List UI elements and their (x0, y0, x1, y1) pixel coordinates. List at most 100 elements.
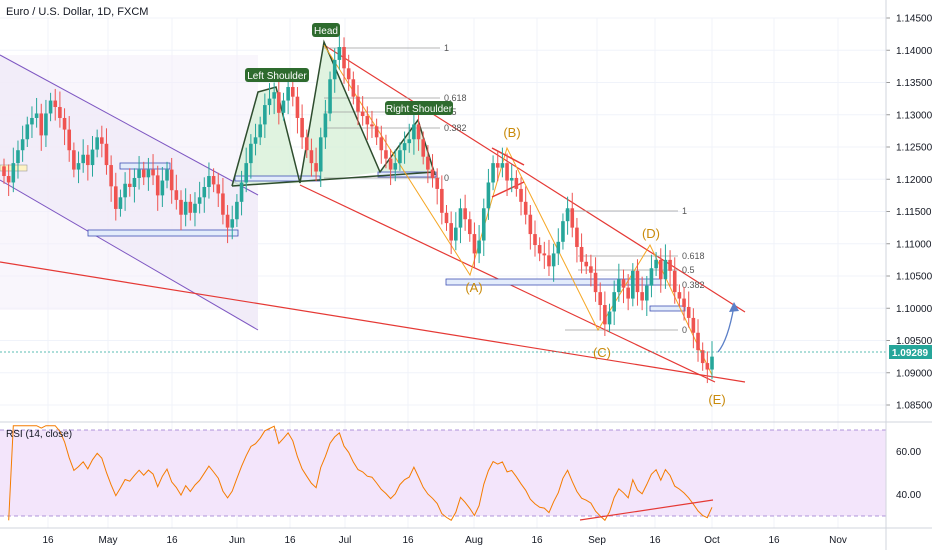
candle-body (277, 92, 281, 113)
fib-d-label: 0.382 (682, 280, 705, 290)
projection-arrow (717, 305, 735, 353)
candle-body (593, 272, 598, 293)
candle-body (598, 292, 603, 306)
candle-body (197, 197, 202, 204)
price-tick-label: 1.09000 (896, 368, 932, 379)
candle-body (612, 292, 616, 312)
fib-d-label: 0.5 (682, 265, 695, 275)
hs-outline (231, 39, 436, 187)
rsi-pane[interactable]: RSI (14, close) 60.00 40.00 (0, 425, 921, 522)
price-tick-label: 1.08500 (896, 401, 932, 412)
candle-body (179, 199, 183, 215)
time-tick-label: Oct (704, 535, 720, 546)
candles (2, 31, 714, 384)
support-box-3 (119, 162, 171, 170)
projection-arrowhead (729, 302, 739, 312)
time-tick-label: 16 (531, 535, 543, 546)
candle-body (165, 169, 169, 181)
candle-body (407, 139, 412, 144)
old-channel-region (0, 55, 258, 310)
candle-body (528, 214, 533, 235)
candle-body (323, 113, 328, 138)
candle-body (34, 113, 39, 118)
candle-body (258, 124, 262, 138)
time-tick-label: May (99, 535, 118, 546)
candle-body (6, 176, 11, 183)
price-tick-label: 1.14500 (896, 14, 932, 25)
candle-body (421, 139, 426, 157)
candle-body (169, 169, 174, 191)
candle-body (318, 137, 323, 172)
candle-body (137, 169, 141, 178)
candle-body (123, 183, 127, 198)
candle-body (39, 113, 44, 136)
support-box-7 (649, 305, 686, 312)
candle-body (700, 350, 705, 364)
candle-body (686, 306, 691, 318)
rsi-tick-label: 60.00 (896, 447, 921, 458)
candle-body (542, 253, 547, 256)
candle-body (346, 68, 351, 80)
candle-body (537, 245, 542, 254)
candle-body (104, 143, 109, 166)
candle-body (495, 163, 500, 168)
candle-body (53, 100, 58, 108)
support-box-4 (234, 175, 321, 182)
candle-body (682, 298, 686, 307)
candle-body (328, 79, 332, 114)
hs-rshoulder-fill (380, 120, 435, 175)
candle-body (644, 285, 649, 301)
rsi-band (0, 430, 886, 516)
price-axis[interactable]: 1.14500 1.14000 1.13500 1.13000 1.12500 1.120… (886, 14, 932, 412)
candle-body (58, 107, 62, 118)
candle-body (90, 149, 95, 166)
candle-body (365, 116, 370, 125)
candle-body (551, 253, 556, 267)
candle-body (11, 163, 16, 183)
candle-body (402, 143, 407, 151)
candle-body (533, 234, 537, 246)
time-tick-label: 16 (166, 535, 178, 546)
candle-body (141, 169, 146, 178)
candle-body (500, 163, 505, 168)
candle-body (351, 79, 356, 97)
price-tick-label: 1.14000 (896, 46, 932, 57)
label-right-shoulder: Right Shoulder (385, 101, 453, 115)
candle-body (426, 156, 430, 170)
candle-body (565, 208, 570, 222)
candle-body (654, 259, 658, 269)
rsi-tick-label: 40.00 (896, 490, 921, 501)
candle-body (663, 259, 668, 280)
time-axis[interactable]: 16 May 16 Jun 16 Jul 16 Aug 16 Sep 16 Oct 16 Nov (42, 535, 846, 546)
candle-body (658, 259, 663, 280)
candle-body (100, 137, 104, 144)
candle-body (118, 197, 123, 209)
chart-title: Euro / U.S. Dollar, 1D, FXCM (6, 6, 148, 18)
candle-body (556, 241, 561, 254)
candle-body (603, 305, 607, 325)
candle-body (467, 219, 472, 235)
support-box-1 (87, 229, 239, 237)
candle-body (202, 186, 207, 198)
candle-body (183, 201, 188, 215)
candle-body (221, 193, 225, 215)
candle-body (30, 117, 34, 125)
candle-body (155, 175, 160, 196)
hs-triangle-fill (232, 87, 300, 186)
time-tick-label: Sep (588, 535, 606, 546)
candle-body (62, 117, 67, 130)
candle-body (626, 287, 630, 299)
candle-body (356, 96, 360, 112)
candle-body (547, 255, 551, 267)
candle-body (235, 201, 239, 220)
time-tick-label: Jun (229, 535, 245, 546)
candle-body (449, 223, 453, 241)
candle-body (309, 150, 314, 164)
candle-body (388, 158, 393, 170)
fib-d-label: 0 (682, 325, 687, 335)
candle-body (519, 188, 523, 202)
label-left-shoulder: Left Shoulder (245, 68, 309, 82)
candle-body (295, 96, 300, 118)
candle-body (635, 270, 640, 293)
